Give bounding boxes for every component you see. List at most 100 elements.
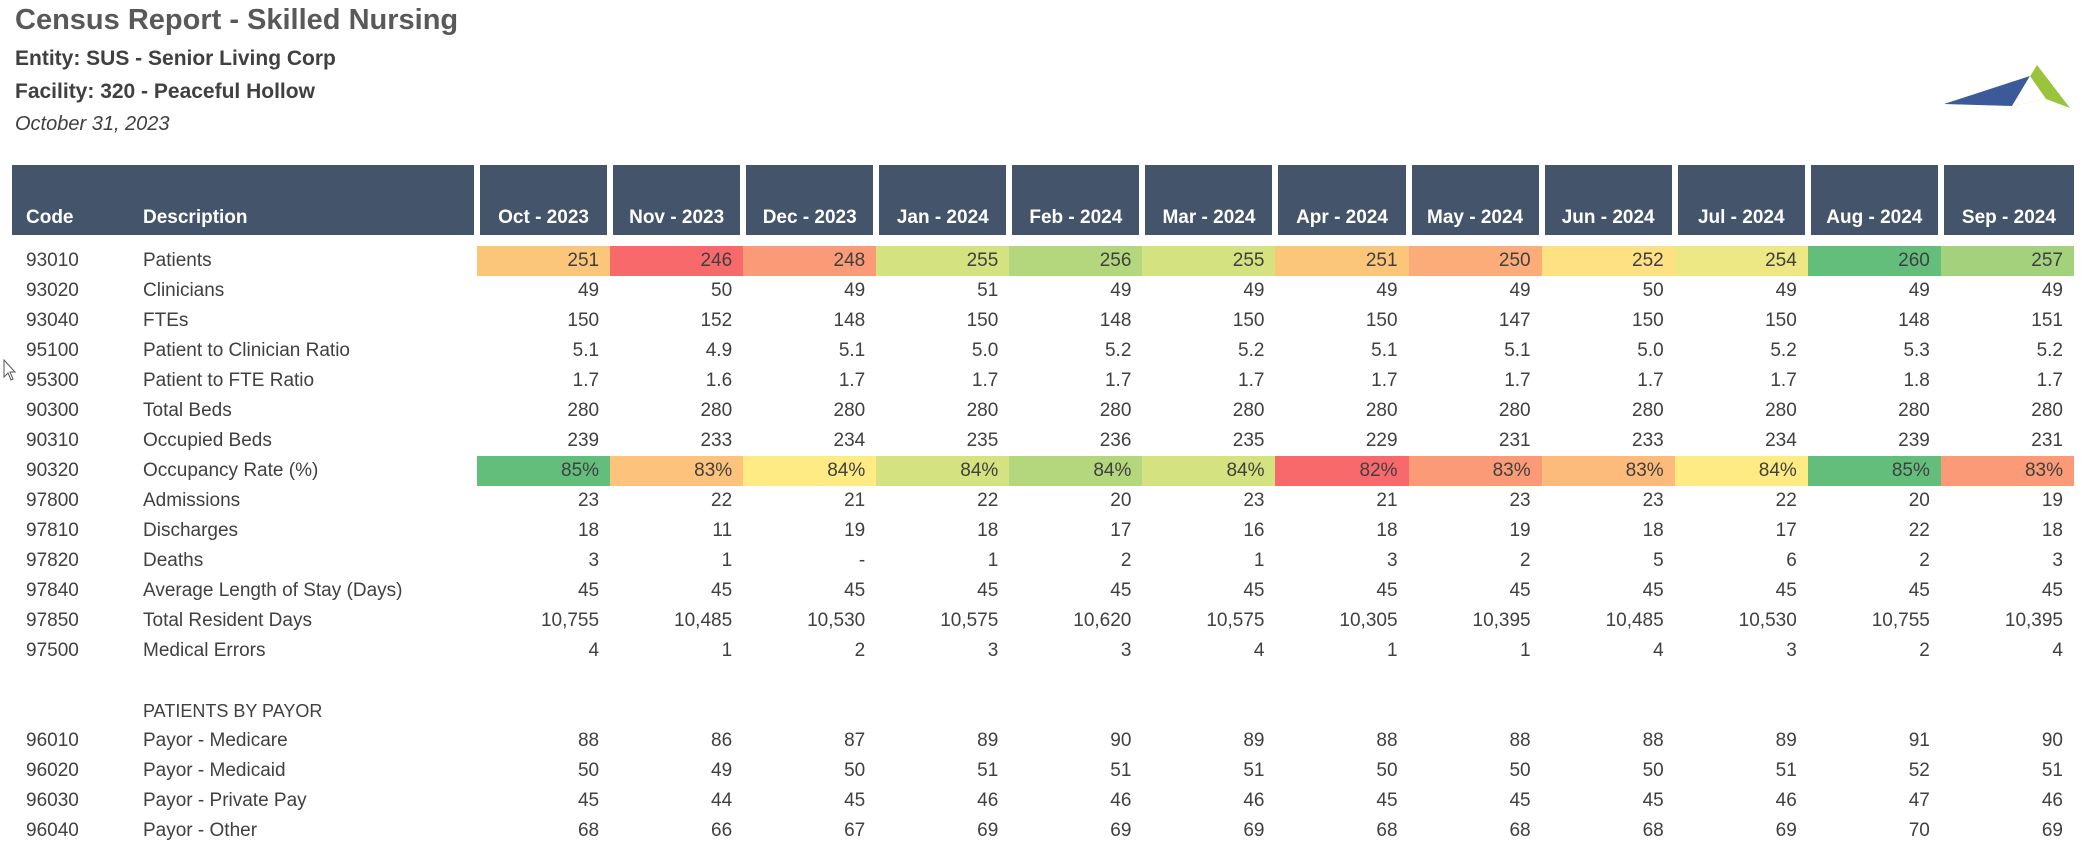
row-code: 97810 [26,520,79,541]
value-cell: 84% [1142,456,1276,486]
value-cell: 49 [1775,280,1797,301]
report-title: Census Report - Skilled Nursing [15,4,459,36]
value-cell: 2 [1919,640,1930,661]
row-code: 93040 [26,310,79,331]
value-cell: 3 [1386,550,1398,571]
table-row: 97810 Discharges 18 11 19 18 17 16 18 19 18 17 22 18 [12,516,2074,546]
value-cell: 148 [1099,310,1132,331]
value-cell: 280 [1365,400,1398,421]
table-row: 97800 Admissions 23 22 21 22 20 23 21 23 23 22 20 19 [12,486,2074,516]
value-cell: 45 [844,790,866,811]
value-cell: 256 [1009,246,1143,276]
report-facility: Facility: 320 - Peaceful Hollow [15,80,315,103]
value-cell: 5.1 [572,340,600,361]
value-cell: 1 [1253,550,1265,571]
value-cell: 5.3 [1903,340,1930,361]
value-cell: 280 [966,400,999,421]
value-cell: 45 [577,580,600,601]
value-cell: 1.7 [971,370,999,391]
value-cell: 1.7 [1371,370,1398,391]
row-code: 90310 [26,430,79,451]
row-description: FTEs [143,310,189,331]
value-cell: 5.0 [1637,340,1664,361]
value-cell: 4 [2052,640,2063,661]
value-cell: 21 [1376,490,1398,511]
column-header-month: May - 2024 [1405,165,1542,235]
value-cell: 19 [844,520,866,541]
value-cell: 83% [1408,456,1542,486]
value-cell: 11 [712,520,733,541]
value-cell: 45 [844,580,866,601]
value-cell: 10,620 [1073,610,1132,631]
value-cell: 151 [2031,310,2063,331]
value-cell: 280 [567,400,600,421]
column-header-month: Jul - 2024 [1671,165,1808,235]
row-description: Average Length of Stay (Days) [143,580,403,601]
value-cell: 234 [1765,430,1797,451]
value-cell: 233 [700,430,733,451]
value-cell: 50 [1642,760,1664,781]
value-cell: 229 [1365,430,1398,451]
value-cell: 260 [1807,246,1941,276]
row-code: 97500 [26,640,79,661]
value-cell: 50 [1509,760,1531,781]
value-cell: 231 [2031,430,2063,451]
value-cell: 89 [1775,730,1797,751]
table-row: 96040 Payor - Other 68 66 67 69 69 69 68 68 68 69 70… [12,816,2074,846]
value-cell: 83% [610,456,744,486]
value-cell: 150 [1632,310,1664,331]
value-cell: 252 [1541,246,1675,276]
value-cell: 18 [577,520,600,541]
table-row: 90300 Total Beds 280 280 280 280 280 280 280 280 2… [12,396,2074,426]
value-cell: 45 [1908,580,1930,601]
company-logo [1944,65,2070,108]
value-cell: 10,755 [1871,610,1930,631]
row-description: Patient to Clinician Ratio [143,340,350,361]
value-cell: 5.1 [838,340,866,361]
value-cell: 22 [977,490,999,511]
row-description: Payor - Medicaid [143,760,286,781]
value-cell: 90 [2041,730,2063,751]
value-cell: 231 [1498,430,1531,451]
value-cell: 1 [987,550,999,571]
value-cell: 17 [1775,520,1797,541]
row-code: 93020 [26,280,79,301]
value-cell: 23 [1509,490,1531,511]
column-header-month: Sep - 2024 [1937,165,2074,235]
value-cell: 254 [1674,246,1808,276]
value-cell: 86 [711,730,733,751]
value-cell: 88 [577,730,600,751]
value-cell: 250 [1408,246,1542,276]
value-cell: 1.7 [2036,370,2063,391]
value-cell: 85% [1807,456,1941,486]
value-cell: 82% [1275,456,1409,486]
value-cell: 1 [721,550,733,571]
value-cell: 1 [1386,640,1398,661]
value-cell: 2 [1919,550,1930,571]
value-cell: 18 [1642,520,1664,541]
value-cell: 152 [700,310,733,331]
value-cell: 10,305 [1339,610,1398,631]
table-row: 96030 Payor - Private Pay 45 44 45 46 46 46 45 45… [12,786,2074,816]
value-cell: 89 [1243,730,1265,751]
mouse-pointer-icon [3,359,17,381]
value-cell: 68 [1642,820,1664,841]
column-header-month: Jan - 2024 [873,165,1010,235]
value-cell: 85% [477,456,611,486]
value-cell: 280 [1232,400,1265,421]
gap-cell [12,666,2074,696]
value-cell: 18 [2041,520,2063,541]
value-cell: 50 [711,280,733,301]
value-cell: 1.8 [1903,370,1930,391]
value-cell: 3 [1786,640,1797,661]
column-header-month: Nov - 2023 [607,165,744,235]
value-cell: 69 [1243,820,1265,841]
value-cell: 255 [876,246,1010,276]
value-cell: 10,395 [2004,610,2063,631]
value-cell: 280 [833,400,866,421]
value-cell: 45 [1243,580,1265,601]
value-cell: 4 [1253,640,1265,661]
value-cell: 46 [977,790,999,811]
value-cell: 70 [1908,820,1930,841]
value-cell: 69 [1110,820,1132,841]
